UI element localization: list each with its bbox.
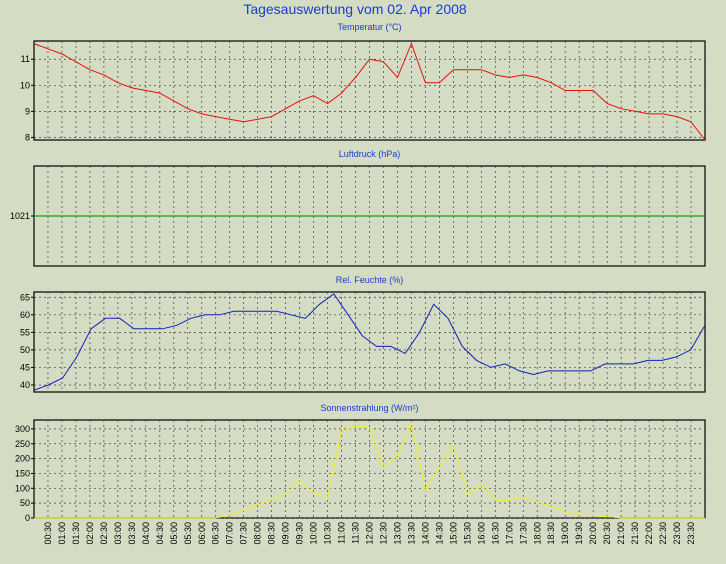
panel-1: Temperatur (°C) 8 9 10 11 bbox=[20, 22, 706, 142]
y-tick-label: 10 bbox=[20, 80, 30, 90]
y-tick-label: 200 bbox=[15, 454, 30, 464]
y-tick-label: 50 bbox=[20, 345, 30, 355]
y-tick-label: 60 bbox=[20, 310, 30, 320]
x-tick-label: 02:30 bbox=[99, 522, 109, 545]
x-tick-label: 03:00 bbox=[113, 522, 123, 545]
x-tick-label: 16:00 bbox=[476, 522, 486, 545]
x-tick-label: 10:30 bbox=[323, 522, 333, 545]
panel-2: Luftdruck (hPa) 1021 bbox=[10, 149, 706, 267]
y-tick-label: 45 bbox=[20, 362, 30, 372]
x-tick-label: 16:30 bbox=[490, 522, 500, 545]
chart-panels: Temperatur (°C) 8 9 10 11 Luftdruck (hPa) 1021… bbox=[10, 22, 706, 523]
x-tick-label: 03:30 bbox=[127, 522, 137, 545]
x-tick-label: 00:30 bbox=[43, 522, 53, 545]
y-tick-label: 300 bbox=[15, 424, 30, 434]
y-tick-label: 65 bbox=[20, 292, 30, 302]
x-tick-label: 15:30 bbox=[462, 522, 472, 545]
y-tick-label: 150 bbox=[15, 468, 30, 478]
x-tick-label: 18:30 bbox=[546, 522, 556, 545]
x-tick-label: 22:00 bbox=[644, 522, 654, 545]
x-tick-label: 01:30 bbox=[71, 522, 81, 545]
panel-3: Rel. Feuchte (%) 40 45 50 55 60 65 bbox=[20, 275, 706, 393]
x-tick-label: 17:00 bbox=[504, 522, 514, 545]
x-tick-label: 09:30 bbox=[295, 522, 305, 545]
series-line bbox=[33, 42, 706, 141]
x-tick-label: 11:30 bbox=[351, 522, 361, 544]
plot-area bbox=[33, 40, 706, 141]
x-tick-label: 21:00 bbox=[616, 522, 626, 545]
x-tick-label: 20:30 bbox=[602, 522, 612, 545]
x-tick-label: 05:00 bbox=[169, 522, 179, 545]
grid bbox=[34, 292, 705, 392]
x-tick-label: 12:00 bbox=[365, 522, 375, 545]
x-tick-label: 04:30 bbox=[155, 522, 165, 545]
x-tick-label: 07:00 bbox=[225, 522, 235, 545]
x-tick-label: 22:30 bbox=[658, 522, 668, 545]
x-tick-label: 06:00 bbox=[197, 522, 207, 545]
x-tick-label: 13:00 bbox=[392, 522, 402, 545]
x-tick-label: 04:00 bbox=[141, 522, 151, 545]
x-tick-label: 23:30 bbox=[686, 522, 696, 545]
x-tick-label: 08:30 bbox=[267, 522, 277, 545]
y-tick-label: 9 bbox=[25, 106, 30, 116]
y-tick-label: 50 bbox=[20, 498, 30, 508]
x-tick-label: 07:30 bbox=[239, 522, 249, 545]
x-axis: 00:30 01:00 01:30 02:00 02:30 03:00 03:30 04:00… bbox=[43, 522, 696, 545]
x-tick-label: 18:00 bbox=[532, 522, 542, 545]
y-tick-label: 250 bbox=[15, 439, 30, 449]
x-tick-label: 08:00 bbox=[253, 522, 263, 545]
x-tick-label: 19:00 bbox=[560, 522, 570, 545]
y-tick-label: 55 bbox=[20, 327, 30, 337]
panel-title: Temperatur (°C) bbox=[337, 22, 401, 32]
y-tick-label: 100 bbox=[15, 483, 30, 493]
y-tick-label: 40 bbox=[20, 380, 30, 390]
x-tick-label: 20:00 bbox=[588, 522, 598, 545]
panel-title: Rel. Feuchte (%) bbox=[336, 275, 404, 285]
x-tick-label: 14:30 bbox=[434, 522, 444, 545]
x-tick-label: 05:30 bbox=[183, 522, 193, 545]
x-tick-label: 13:30 bbox=[406, 522, 416, 545]
main-title: Tagesauswertung vom 02. Apr 2008 bbox=[243, 1, 467, 17]
x-tick-label: 15:00 bbox=[448, 522, 458, 545]
panel-title: Sonnenstrahlung (W/m²) bbox=[320, 403, 418, 413]
series-line bbox=[34, 421, 705, 519]
x-tick-label: 06:30 bbox=[211, 522, 221, 545]
x-tick-label: 09:00 bbox=[281, 522, 291, 545]
x-tick-label: 14:00 bbox=[420, 522, 430, 545]
y-tick-label: 8 bbox=[25, 132, 30, 142]
y-tick-label: 1021 bbox=[10, 211, 30, 221]
x-tick-label: 10:00 bbox=[309, 522, 319, 545]
x-tick-label: 17:30 bbox=[518, 522, 528, 545]
x-tick-label: 23:00 bbox=[672, 522, 682, 545]
x-tick-label: 12:30 bbox=[378, 522, 388, 545]
x-tick-label: 19:30 bbox=[574, 522, 584, 545]
y-tick-label: 11 bbox=[21, 54, 30, 64]
x-tick-label: 02:00 bbox=[85, 522, 95, 545]
y-tick-label: 0 bbox=[25, 513, 30, 523]
x-tick-label: 21:30 bbox=[630, 522, 640, 545]
series-line bbox=[33, 293, 706, 391]
panel-title: Luftdruck (hPa) bbox=[339, 149, 401, 159]
x-tick-label: 01:00 bbox=[57, 522, 67, 545]
panel-4: Sonnenstrahlung (W/m²) 0 50 100 150 200 250 300 bbox=[15, 403, 706, 523]
x-tick-label: 11:00 bbox=[337, 522, 347, 544]
